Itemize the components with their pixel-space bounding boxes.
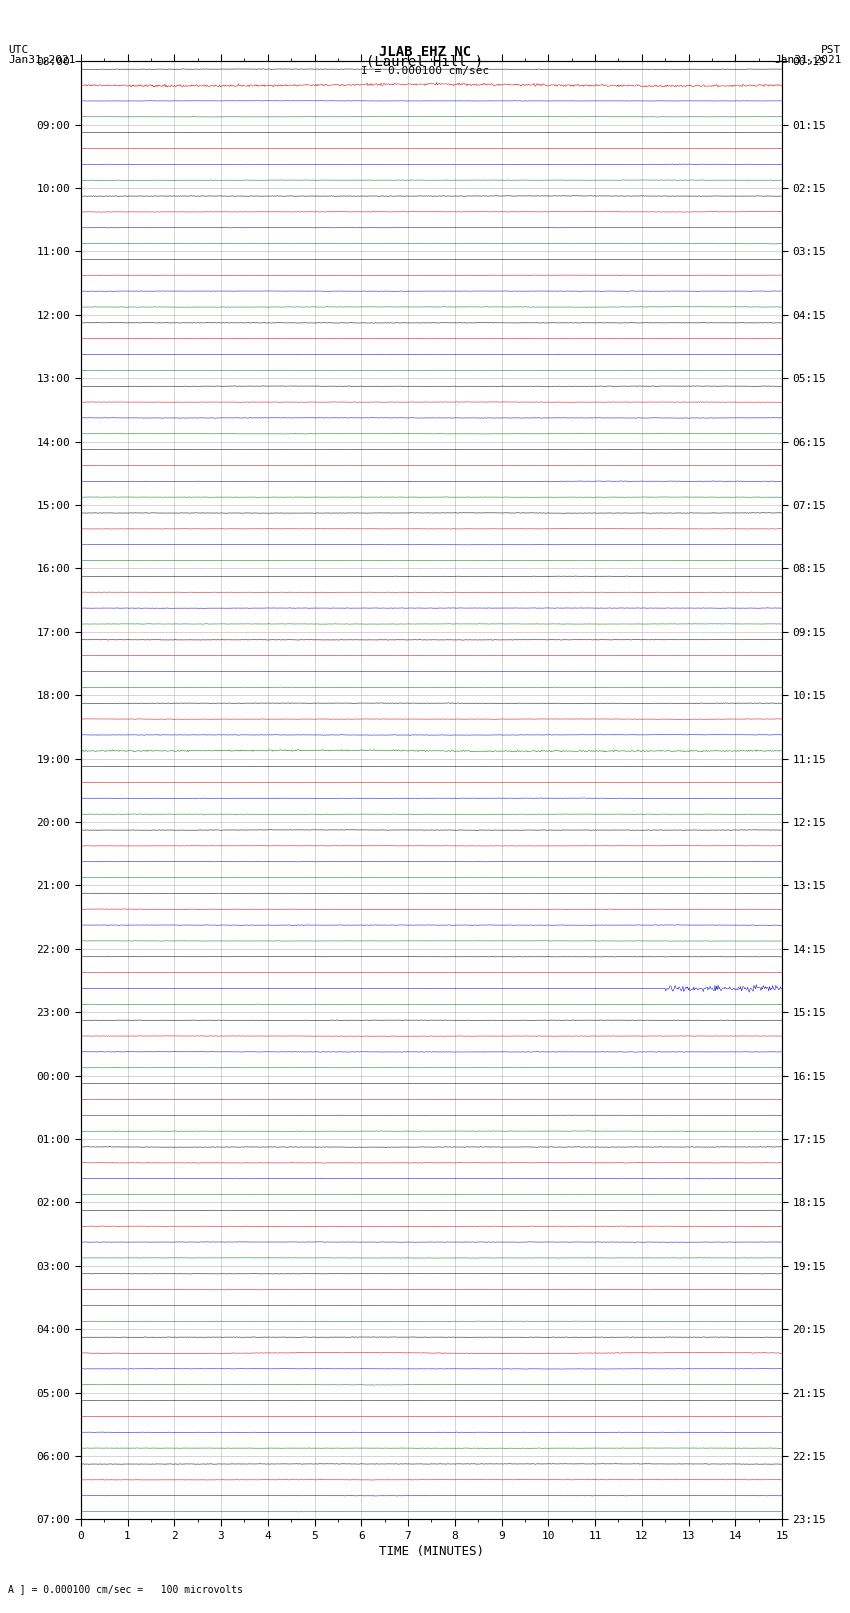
Text: I = 0.000100 cm/sec: I = 0.000100 cm/sec xyxy=(361,66,489,76)
Text: PST: PST xyxy=(821,45,842,55)
Text: Jan31,2021: Jan31,2021 xyxy=(8,55,76,65)
Text: UTC: UTC xyxy=(8,45,29,55)
Text: Jan31,2021: Jan31,2021 xyxy=(774,55,842,65)
X-axis label: TIME (MINUTES): TIME (MINUTES) xyxy=(379,1545,484,1558)
Text: JLAB EHZ NC: JLAB EHZ NC xyxy=(379,45,471,60)
Text: (Laurel Hill ): (Laurel Hill ) xyxy=(366,55,484,69)
Text: A ] = 0.000100 cm/sec =   100 microvolts: A ] = 0.000100 cm/sec = 100 microvolts xyxy=(8,1584,243,1594)
